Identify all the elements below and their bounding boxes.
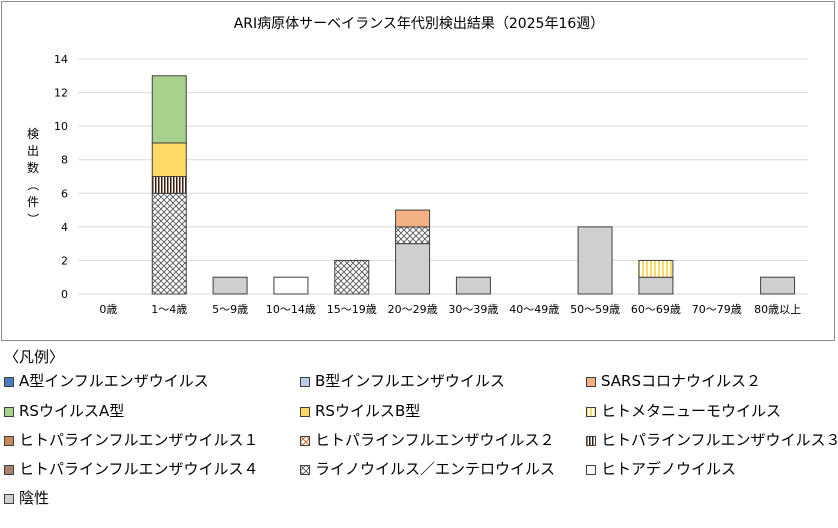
x-tick-label: 5～9歳 xyxy=(212,303,248,316)
x-tick-label: 60～69歳 xyxy=(631,303,681,316)
legend-label: 陰性 xyxy=(19,489,50,507)
legend-label: SARSコロナウイルス２ xyxy=(601,372,762,390)
x-axis-labels: 0歳 1～4歳 5～9歳 10～14歳 15～19歳 20～29歳 30～39歳 40～49歳… xyxy=(99,303,801,316)
bar-chart: ARI病原体サーベイランス年代別検出結果（2025年16週） 0 2 4 6 8 10 12… xyxy=(26,16,808,316)
legend-heading: 〈凡例〉 xyxy=(4,348,65,366)
bar-segment xyxy=(151,192,187,295)
y-tick-label: 12 xyxy=(54,87,68,100)
x-tick-label: 40～49歳 xyxy=(509,303,559,316)
chart-area: ARI病原体サーベイランス年代別検出結果（2025年16週） 0 2 4 6 8 10 12… xyxy=(1,1,835,341)
legend-swatch xyxy=(300,465,310,475)
legend-swatch xyxy=(300,436,310,446)
legend-swatch xyxy=(586,407,596,417)
x-tick-label: 80歳以上 xyxy=(754,303,801,316)
bar-segment xyxy=(638,276,674,295)
bar-segment xyxy=(577,226,613,295)
bars xyxy=(151,75,796,295)
x-tick-label: 10～14歳 xyxy=(266,303,316,316)
legend-label: A型インフルエンザウイルス xyxy=(19,372,209,390)
legend-label: RSウイルスA型 xyxy=(19,402,125,420)
bar-segment xyxy=(395,243,431,295)
legend-label: ヒトパラインフルエンザウイルス３ xyxy=(601,431,838,449)
legend-swatch xyxy=(4,436,14,446)
bar-segment xyxy=(395,226,431,245)
legend-label: ヒトパラインフルエンザウイルス４ xyxy=(19,460,259,478)
y-axis-label-char: 検 xyxy=(27,127,39,141)
bar-segment xyxy=(395,209,431,228)
bar-segment xyxy=(151,75,187,144)
legend-swatch xyxy=(586,436,596,446)
legend-swatch xyxy=(4,494,14,504)
y-axis-label-char: 出 xyxy=(27,144,39,158)
legend-label: ヒトアデノウイルス xyxy=(601,460,737,478)
bar-segment xyxy=(151,176,187,194)
bar-segment xyxy=(760,276,796,295)
x-tick-label: 20～29歳 xyxy=(388,303,438,316)
y-axis-label: 検出数 （ 件 ） xyxy=(26,127,40,225)
y-tick-label: 6 xyxy=(61,187,68,200)
legend-label: ヒトパラインフルエンザウイルス２ xyxy=(315,431,555,449)
bar-segment xyxy=(212,276,248,295)
bar-segment xyxy=(638,259,674,278)
y-tick-label: 4 xyxy=(61,221,68,234)
legend-swatch xyxy=(4,407,14,417)
x-tick-label: 30～39歳 xyxy=(448,303,498,316)
x-tick-label: 1～4歳 xyxy=(151,303,187,316)
x-tick-label: 0歳 xyxy=(99,303,117,316)
bar-segment xyxy=(455,276,491,295)
legend-label: B型インフルエンザウイルス xyxy=(315,372,505,390)
bar-segment xyxy=(151,142,187,178)
x-tick-label: 15～19歳 xyxy=(327,303,377,316)
legend-label: ライノウイルス／エンテロウイルス xyxy=(315,460,556,478)
legend-swatch xyxy=(300,377,310,387)
y-tick-label: 14 xyxy=(54,53,68,66)
y-axis-label-char: 件 xyxy=(27,195,39,209)
legend-swatch xyxy=(586,377,596,387)
chart-title: ARI病原体サーベイランス年代別検出結果（2025年16週） xyxy=(234,16,605,32)
x-tick-label: 50～59歳 xyxy=(570,303,620,316)
bar-segment xyxy=(273,276,309,295)
y-tick-label: 0 xyxy=(61,288,68,301)
legend-swatch xyxy=(4,377,14,387)
y-tick-label: 2 xyxy=(61,254,68,267)
y-tick-label: 8 xyxy=(61,154,68,167)
legend-swatch xyxy=(4,465,14,475)
y-axis-label-char: 数 xyxy=(27,160,39,175)
legend-swatch xyxy=(586,465,596,475)
x-tick-label: 70～79歳 xyxy=(692,303,742,316)
gridlines xyxy=(78,58,808,295)
legend-swatch xyxy=(300,407,310,417)
legend-label: RSウイルスB型 xyxy=(315,402,421,420)
legend-label: ヒトパラインフルエンザウイルス１ xyxy=(19,431,259,449)
y-tick-label: 10 xyxy=(54,120,68,133)
y-axis-label-char: （ xyxy=(26,179,40,191)
legend-label: ヒトメタニューモウイルス xyxy=(601,402,782,420)
y-axis-label-char: ） xyxy=(26,213,40,225)
y-axis-ticks: 0 2 4 6 8 10 12 14 xyxy=(54,53,68,301)
bar-segment xyxy=(334,259,370,295)
